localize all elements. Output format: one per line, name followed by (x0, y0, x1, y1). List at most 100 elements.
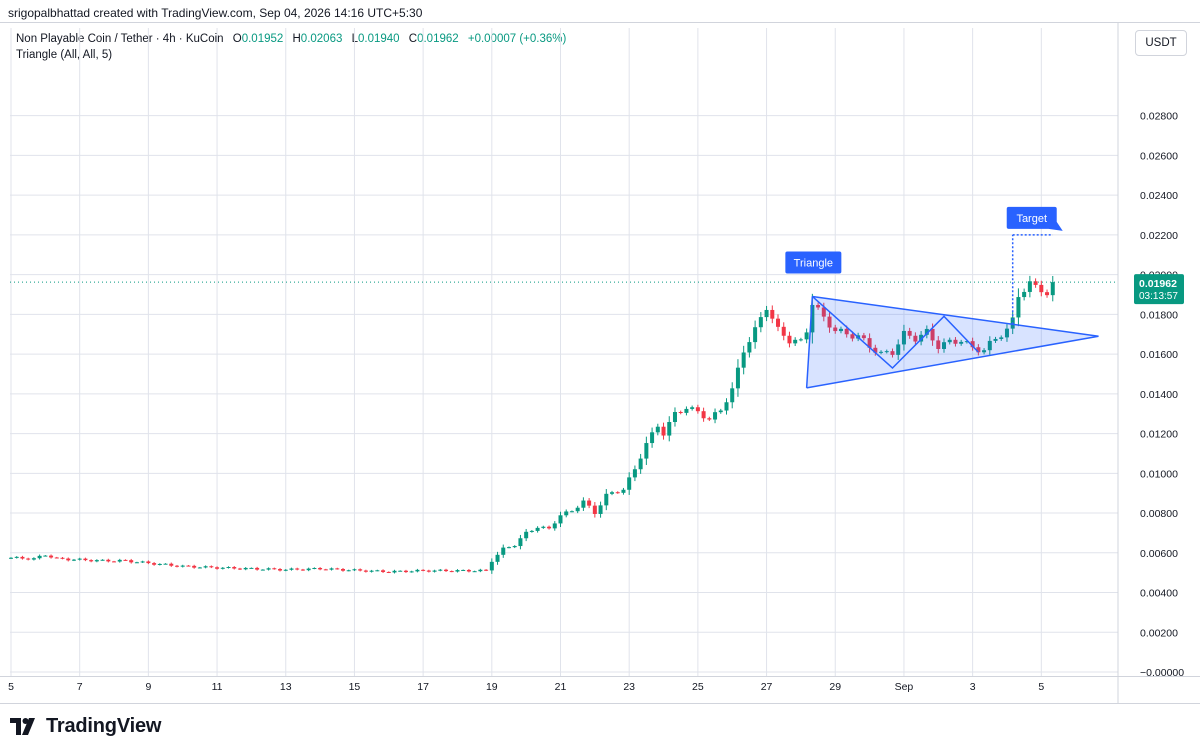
candle-body (180, 565, 185, 567)
candle-body (884, 351, 889, 353)
candle-body (672, 411, 677, 422)
y-tick-label: 0.00600 (1140, 548, 1178, 560)
candle-body (913, 335, 918, 342)
candle-body (655, 426, 660, 433)
candle-body (272, 568, 277, 570)
candle-body (174, 565, 179, 567)
candle-body (758, 317, 763, 328)
candle-body (764, 309, 769, 318)
candle-body (312, 567, 317, 569)
triangle-fill (806, 296, 1099, 388)
target-label-pointer (1048, 221, 1063, 231)
triangle-pattern: Triangle Target (785, 206, 1099, 389)
candle-body (8, 557, 14, 559)
triangle-lower-trendline (806, 335, 1099, 389)
candle-body (844, 328, 849, 335)
candle-body (730, 388, 735, 403)
candle-body (661, 426, 666, 436)
triangle-upper-trendline (812, 295, 1099, 337)
y-tick-label: 0.02400 (1140, 190, 1178, 202)
candle-body (484, 569, 489, 571)
candle-body (146, 561, 151, 564)
candle-body (695, 407, 700, 412)
tradingview-logo-icon (10, 717, 35, 735)
y-tick-label: 0.01200 (1140, 429, 1178, 441)
time-axis: 5 7 9 11 13 15 17 19 21 23 25 27 29 Sep 3 5 (8, 681, 1044, 693)
x-tick-label: 29 (829, 681, 841, 693)
candle-body (753, 327, 758, 343)
high-value: 0.02063 (300, 33, 343, 45)
y-tick-label: 0.00800 (1140, 508, 1178, 520)
candle-body (43, 555, 48, 557)
x-tick-label: 7 (77, 681, 83, 693)
candle-body (129, 560, 134, 563)
candle-body (632, 469, 637, 478)
candle-body (581, 500, 586, 508)
candle-body (71, 559, 76, 561)
candle-body (667, 421, 672, 436)
candle-body (54, 557, 59, 559)
candle-body (249, 567, 254, 569)
candle-body (999, 337, 1004, 339)
candle-body (152, 563, 157, 565)
candle-body (278, 569, 283, 571)
candles (8, 275, 1055, 574)
candle-body (295, 568, 300, 570)
candle-body (650, 432, 655, 444)
x-tick-label: 5 (8, 681, 14, 693)
candle-body (403, 570, 408, 573)
y-tick-label: 0.00200 (1140, 627, 1178, 639)
candle-body (203, 566, 208, 568)
candle-body (37, 555, 42, 559)
candle-body (564, 511, 569, 516)
x-tick-label: 19 (486, 681, 498, 693)
indicator-legend[interactable]: Triangle (All, All, 5) (16, 49, 113, 61)
candle-body (518, 538, 523, 547)
candle-body (1050, 282, 1055, 296)
candle-body (781, 326, 786, 336)
candle-body (810, 304, 815, 333)
candle-body (741, 352, 746, 368)
chart-grid (0, 22, 1200, 704)
candle-body (833, 327, 838, 332)
x-tick-label: 5 (1038, 681, 1044, 693)
symbol-title: Non Playable Coin / Tether · 4h · KuCoin (16, 33, 224, 45)
x-tick-label: 23 (623, 681, 635, 693)
candle-body (478, 569, 483, 572)
candle-body (718, 410, 723, 413)
candle-body (363, 570, 368, 572)
open-label: O (232, 33, 242, 45)
currency-button[interactable]: USDT (1135, 30, 1187, 56)
candle-body (226, 567, 231, 569)
candle-body (398, 570, 403, 572)
x-tick-label: 3 (970, 681, 976, 693)
candle-body (587, 500, 592, 506)
candle-body (283, 569, 288, 571)
candle-body (547, 526, 552, 529)
candle-body (26, 558, 31, 560)
candle-body (134, 562, 139, 564)
open-value: 0.01952 (241, 33, 284, 45)
candle-body (375, 570, 380, 572)
candle-body (323, 569, 328, 571)
target-label: Target (1016, 213, 1047, 225)
candle-body (300, 569, 305, 571)
candle-body (924, 328, 929, 335)
tradingview-logo[interactable]: TradingView (10, 715, 161, 738)
last-price-tag (1134, 274, 1184, 305)
candle-body (970, 341, 975, 348)
candle-body (66, 558, 71, 561)
candle-body (701, 411, 706, 419)
candle-body (776, 318, 781, 327)
candle-body (117, 559, 122, 562)
y-tick-label: 0.01000 (1140, 468, 1178, 480)
candle-body (89, 560, 94, 562)
candle-body (919, 334, 924, 342)
candle-body (684, 408, 689, 413)
candle-body (873, 347, 878, 353)
candle-body (793, 339, 798, 344)
candle-body (260, 569, 265, 571)
candle-body (358, 569, 363, 571)
candle-body (237, 568, 242, 570)
